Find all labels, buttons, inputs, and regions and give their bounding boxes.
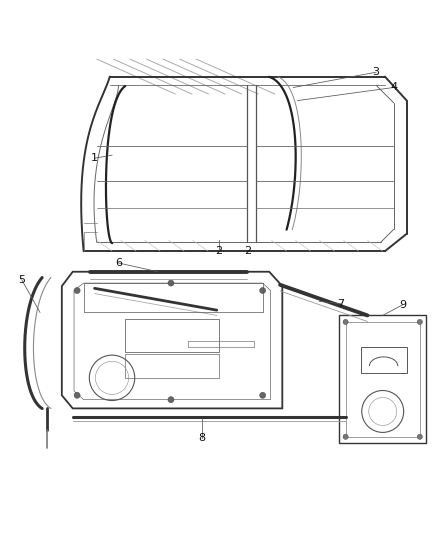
- Bar: [125, 354, 219, 378]
- Circle shape: [343, 434, 348, 439]
- Circle shape: [74, 287, 80, 294]
- Bar: [125, 319, 219, 352]
- Circle shape: [168, 280, 174, 286]
- Text: 3: 3: [373, 67, 380, 77]
- Circle shape: [417, 319, 423, 325]
- Text: 6: 6: [115, 258, 122, 268]
- Text: 9: 9: [399, 300, 406, 310]
- Text: 7: 7: [337, 298, 344, 309]
- Text: 4: 4: [390, 83, 397, 93]
- Text: 2: 2: [244, 246, 251, 256]
- Circle shape: [260, 392, 266, 398]
- Circle shape: [417, 434, 423, 439]
- Text: 5: 5: [18, 274, 25, 285]
- Text: 1: 1: [91, 153, 98, 163]
- Circle shape: [260, 287, 266, 294]
- Bar: [361, 348, 407, 374]
- Circle shape: [168, 397, 174, 403]
- Text: 8: 8: [198, 433, 205, 442]
- Circle shape: [74, 392, 80, 398]
- Text: 2: 2: [215, 246, 223, 256]
- Circle shape: [343, 319, 348, 325]
